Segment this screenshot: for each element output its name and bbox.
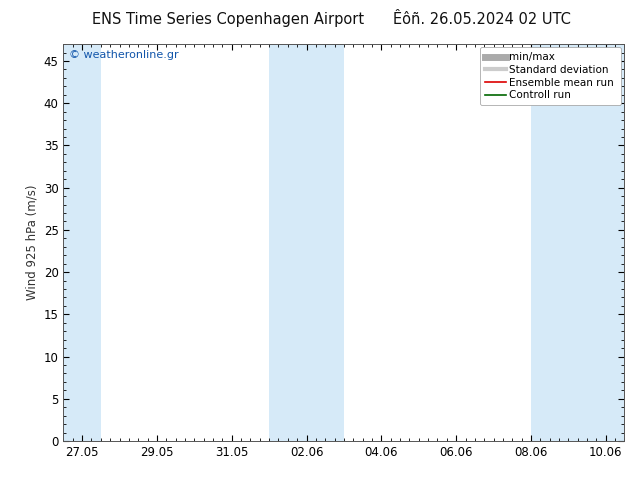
Text: © weatheronline.gr: © weatheronline.gr — [69, 50, 179, 60]
Bar — [63, 44, 101, 441]
Text: Êôñ. 26.05.2024 02 UTC: Êôñ. 26.05.2024 02 UTC — [393, 12, 571, 27]
Bar — [531, 44, 624, 441]
Text: ENS Time Series Copenhagen Airport: ENS Time Series Copenhagen Airport — [92, 12, 365, 27]
Legend: min/max, Standard deviation, Ensemble mean run, Controll run: min/max, Standard deviation, Ensemble me… — [480, 47, 621, 105]
Y-axis label: Wind 925 hPa (m/s): Wind 925 hPa (m/s) — [25, 185, 38, 300]
Bar — [269, 44, 344, 441]
